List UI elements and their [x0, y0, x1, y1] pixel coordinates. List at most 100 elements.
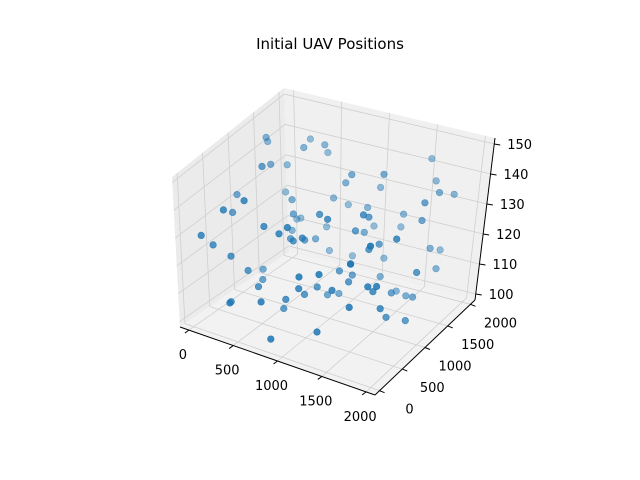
data-point — [262, 133, 270, 141]
data-points — [197, 133, 458, 343]
data-point — [267, 160, 275, 168]
data-point — [345, 303, 353, 312]
data-point — [197, 231, 205, 239]
data-point — [366, 242, 375, 250]
data-point — [369, 288, 377, 296]
chart-title: Initial UAV Positions — [256, 35, 404, 53]
grid-line-z-back — [284, 93, 495, 145]
grid-line-x-back — [423, 124, 438, 287]
y-tick-mark — [379, 390, 385, 394]
data-point — [377, 183, 385, 191]
data-point — [306, 135, 315, 143]
data-point — [300, 144, 308, 152]
x-tick-label: 500 — [215, 364, 240, 379]
grid-line-y-left — [202, 152, 211, 307]
z-tick-label: 140 — [504, 168, 529, 183]
data-point — [418, 216, 426, 225]
x-tick-mark — [184, 329, 190, 334]
data-point — [335, 267, 344, 275]
data-point — [364, 203, 372, 212]
data-point — [380, 170, 388, 178]
data-point — [370, 222, 378, 230]
data-point — [295, 285, 303, 293]
data-point — [376, 273, 384, 281]
data-point — [300, 290, 309, 299]
data-point — [360, 228, 368, 236]
z-tick-label: 120 — [496, 228, 521, 243]
data-point — [297, 214, 305, 222]
z-tick-mark — [483, 233, 490, 236]
data-point — [209, 241, 217, 249]
data-point — [348, 271, 356, 279]
data-point — [316, 210, 324, 218]
data-point — [219, 206, 227, 214]
x-tick-mark — [361, 391, 367, 396]
data-point — [421, 199, 429, 207]
data-point — [259, 265, 267, 273]
z-axis-line — [474, 137, 496, 301]
data-point — [344, 201, 352, 209]
data-point — [328, 286, 336, 295]
data-point — [450, 190, 458, 198]
y-tick-label: 1000 — [438, 360, 471, 375]
grid-line-z-back — [288, 245, 476, 295]
grid-line-x-back — [381, 112, 390, 277]
grid-line-y-left — [278, 92, 285, 256]
data-point — [387, 289, 395, 297]
data-point — [335, 289, 343, 298]
data-point — [373, 282, 381, 291]
data-point — [313, 328, 321, 336]
z-tick-label: 110 — [492, 258, 517, 273]
data-point — [380, 254, 388, 262]
grid-line-x-back — [293, 90, 298, 255]
data-point — [409, 293, 417, 301]
data-point — [258, 162, 266, 170]
data-point — [397, 223, 405, 231]
z-tick-mark — [479, 263, 486, 266]
grid-line-y-floor — [234, 289, 426, 348]
grid-line-y-floor — [283, 255, 471, 305]
y-tick-mark — [447, 325, 453, 329]
data-point — [288, 196, 296, 204]
z-tick-label: 100 — [489, 288, 514, 303]
data-point — [330, 194, 338, 202]
data-point — [364, 283, 372, 291]
z-tick-mark — [486, 203, 493, 206]
data-point — [315, 271, 323, 279]
data-point — [401, 317, 409, 325]
data-point — [312, 235, 320, 243]
z-tick-label: 130 — [500, 198, 525, 213]
data-point — [259, 275, 267, 284]
data-point — [400, 210, 408, 218]
data-point — [348, 252, 357, 260]
grid-line-z-left — [172, 93, 285, 183]
x-tick-label: 1000 — [255, 379, 288, 394]
data-point — [351, 227, 360, 235]
data-point — [402, 292, 410, 300]
y-tick-mark — [470, 303, 476, 307]
data-point — [321, 141, 329, 149]
data-point — [375, 240, 383, 248]
data-point — [226, 299, 234, 307]
data-point — [413, 268, 421, 277]
data-point — [426, 244, 434, 252]
data-point — [233, 191, 241, 199]
data-point — [436, 246, 444, 254]
data-point — [283, 161, 291, 169]
data-point — [227, 252, 235, 260]
y-tick-label: 500 — [420, 381, 445, 396]
x-tick-mark — [317, 376, 323, 380]
grid-line-z-left — [179, 245, 290, 322]
grid-line-z-back — [285, 124, 491, 175]
grid-line-y-floor — [209, 306, 403, 370]
z-tick-mark — [494, 143, 501, 146]
data-point — [428, 155, 436, 163]
data-point — [359, 211, 368, 219]
y-tick-label: 2000 — [484, 316, 517, 331]
z-tick-label: 150 — [507, 138, 532, 153]
x-tick-mark — [273, 360, 278, 365]
x-tick-label: 2000 — [344, 410, 377, 425]
x-tick-label: 0 — [179, 348, 187, 363]
tick-labels: 0 500 1000 1500 2000 0 500 1000 1500 2000 100 110 12… — [179, 138, 532, 425]
